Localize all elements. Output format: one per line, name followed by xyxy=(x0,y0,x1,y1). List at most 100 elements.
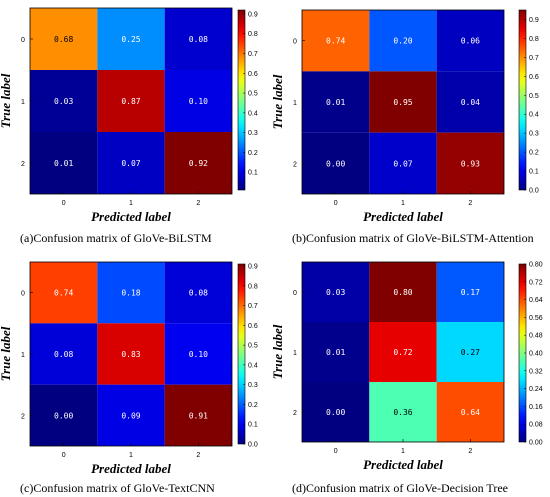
x-tick-label: 0 xyxy=(334,448,338,455)
y-axis-title: True label xyxy=(270,74,285,129)
colorbar-tick-label: 0.64 xyxy=(529,297,543,304)
cell-value-label: 0.17 xyxy=(461,288,480,297)
cell-value-label: 0.95 xyxy=(393,98,412,107)
cell-value-label: 0.10 xyxy=(189,97,208,106)
heatmap-cell xyxy=(30,70,98,132)
colorbar-tick-label: 0.0 xyxy=(529,188,539,195)
colorbar-tick-label: 0.8 xyxy=(529,36,539,43)
y-axis-title: True label xyxy=(270,324,285,379)
colorbar-tick-label: 0.0 xyxy=(248,442,258,449)
heatmap-cell xyxy=(436,71,504,133)
x-tick-label: 0 xyxy=(62,452,66,459)
heatmap-cell xyxy=(30,384,98,446)
colorbar-tick-label: 0.32 xyxy=(529,368,543,375)
colorbar-tick-label: 0.2 xyxy=(248,402,258,409)
heatmap-cell xyxy=(30,323,98,385)
heatmap-cell xyxy=(30,8,98,70)
colorbar-tick-label: 0.5 xyxy=(248,343,258,350)
x-axis-title: Predicted label xyxy=(91,461,171,476)
y-tick-label: 0 xyxy=(21,291,25,298)
y-axis-title: True label xyxy=(0,326,13,381)
cell-value-label: 0.03 xyxy=(326,288,345,297)
confusion-matrix-panel-3: 0.74 0.18 0.080.08 0.83 0.100.00 0.09 0.910 1 20… xyxy=(0,261,258,495)
confusion-matrix-panel-4: 0.03 0.80 0.17 0.01 0.72 0.27 0.00 0.36 0.64 0 1 2 0… xyxy=(270,262,543,496)
colorbar-tick-label: 0.6 xyxy=(248,323,258,330)
cell-value-label: 0.03 xyxy=(54,97,73,106)
x-tick-label: 2 xyxy=(468,200,472,207)
cell-value-label: 0.27 xyxy=(461,348,480,357)
cell-value-label: 0.00 xyxy=(326,408,345,417)
y-tick-label: 1 xyxy=(293,350,297,357)
colorbar-tick-label: 0.3 xyxy=(529,131,539,138)
cell-value-label: 0.06 xyxy=(461,37,480,46)
cell-value-label: 0.87 xyxy=(121,97,140,106)
cell-value-label: 0.20 xyxy=(393,37,412,46)
cell-value-label: 0.83 xyxy=(121,350,140,359)
colorbar-tick-label: 0.16 xyxy=(529,404,543,411)
heatmap-cell xyxy=(30,262,98,324)
colorbar-tick-label: 0.7 xyxy=(248,303,258,310)
y-axis-title: True label xyxy=(0,73,13,128)
heatmap-cell xyxy=(369,322,437,382)
heatmap-cell xyxy=(30,132,98,194)
panel-caption: (c)Confusion matrix of GloVe-TextCNN xyxy=(20,481,215,495)
heatmap-cell xyxy=(97,132,165,194)
x-tick-label: 2 xyxy=(196,452,200,459)
colorbar-tick-label: 0.48 xyxy=(529,333,543,340)
colorbar-tick-label: 0.80 xyxy=(529,262,543,269)
heatmap-cell xyxy=(97,323,165,385)
confusion-matrix-panel-2: 0.74 0.20 0.060.01 0.95 0.040.00 0.07 0.930 1 20… xyxy=(270,9,539,245)
confusion-matrix-panel-1: 0.68 0.25 0.080.03 0.87 0.100.01 0.07 0.920 1 20… xyxy=(0,7,258,245)
y-tick-label: 0 xyxy=(21,37,25,44)
x-tick-label: 0 xyxy=(334,200,338,207)
colorbar-tick-label: 0.8 xyxy=(248,31,258,38)
x-axis-title: Predicted label xyxy=(363,209,443,224)
colorbar-tick-label: 0.1 xyxy=(529,169,539,176)
heatmap-cell xyxy=(97,70,165,132)
colorbar-tick-label: 0.6 xyxy=(529,74,539,81)
heatmap-cell xyxy=(369,132,437,194)
cell-value-label: 0.04 xyxy=(461,98,480,107)
heatmap-cell xyxy=(164,262,232,324)
y-tick-label: 1 xyxy=(21,99,25,106)
colorbar-tick-label: 0.4 xyxy=(248,362,258,369)
y-tick-label: 0 xyxy=(293,290,297,297)
colorbar-tick-label: 0.2 xyxy=(529,150,539,157)
x-axis-title: Predicted label xyxy=(91,209,171,224)
colorbar-tick-label: 0.56 xyxy=(529,315,543,322)
heatmap-cell xyxy=(302,322,370,382)
heatmap-cell xyxy=(97,384,165,446)
cell-value-label: 0.74 xyxy=(54,289,73,298)
x-tick-label: 1 xyxy=(129,452,133,459)
cell-value-label: 0.64 xyxy=(461,408,480,417)
colorbar-tick-label: 0.08 xyxy=(529,422,543,429)
cell-value-label: 0.07 xyxy=(393,159,412,168)
cell-value-label: 0.36 xyxy=(393,408,412,417)
colorbar-tick-label: 0.9 xyxy=(248,11,258,18)
heatmap-cell xyxy=(97,262,165,324)
heatmap-cell xyxy=(164,70,232,132)
heatmap-cell xyxy=(369,10,437,72)
y-tick-label: 2 xyxy=(21,413,25,420)
y-tick-label: 1 xyxy=(293,100,297,107)
x-tick-label: 1 xyxy=(129,200,133,207)
heatmap-cell xyxy=(302,71,370,133)
cell-value-label: 0.18 xyxy=(121,289,140,298)
heatmap-cell xyxy=(302,10,370,72)
x-tick-label: 0 xyxy=(62,200,66,207)
colorbar xyxy=(237,9,246,191)
colorbar xyxy=(518,9,527,191)
panel-caption: (a)Confusion matrix of GloVe-BiLSTM xyxy=(20,231,212,245)
cell-value-label: 0.10 xyxy=(189,350,208,359)
colorbar-tick-label: 0.1 xyxy=(248,170,258,177)
cell-value-label: 0.07 xyxy=(121,159,140,168)
heatmap-cell xyxy=(302,382,370,442)
cell-value-label: 0.09 xyxy=(121,411,140,420)
colorbar-tick-label: 0.00 xyxy=(529,440,543,447)
heatmap-cell xyxy=(436,322,504,382)
cell-value-label: 0.25 xyxy=(121,35,140,44)
colorbar-tick-label: 0.3 xyxy=(248,382,258,389)
colorbar-tick-label: 0.3 xyxy=(248,130,258,137)
x-tick-label: 1 xyxy=(401,200,405,207)
